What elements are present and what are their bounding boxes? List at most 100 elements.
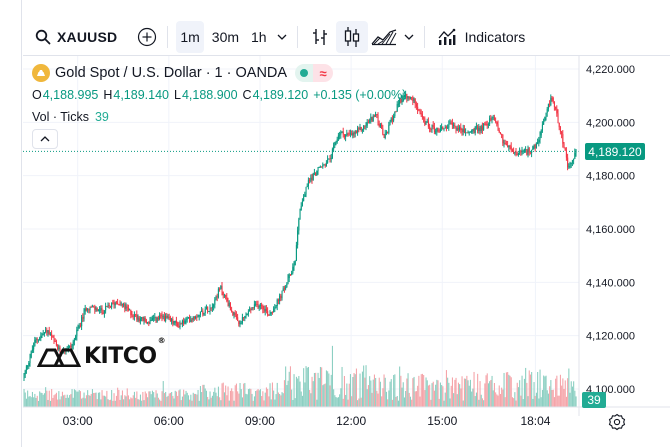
indicators-button[interactable]: Indicators — [431, 21, 532, 53]
volume-bar — [322, 385, 324, 407]
candle-body — [55, 341, 57, 346]
candle-body — [82, 317, 84, 319]
volume-bar — [251, 393, 253, 407]
timeframe-1h[interactable]: 1h — [247, 21, 271, 53]
volume-bar — [546, 390, 548, 407]
volume-bar — [87, 390, 89, 407]
timeframe-dropdown[interactable] — [273, 21, 291, 53]
candle-body — [451, 122, 453, 126]
legend-volume[interactable]: Vol · Ticks 39 — [32, 107, 411, 127]
candle-body — [185, 318, 187, 321]
candle-body — [397, 103, 399, 105]
candle-body — [375, 114, 377, 116]
volume-bar — [255, 391, 257, 407]
candle-body — [232, 311, 234, 315]
area-style-button[interactable] — [368, 21, 400, 53]
volume-bar — [397, 400, 399, 407]
candle-body — [202, 310, 204, 315]
candle-body — [504, 142, 506, 145]
volume-bar — [514, 392, 516, 407]
market-status-badges[interactable]: ≈ — [295, 64, 334, 82]
candle-body — [537, 142, 539, 144]
candle-body — [142, 317, 144, 321]
candle-body — [364, 125, 366, 127]
bar-style-button[interactable] — [304, 21, 336, 53]
candle-body — [156, 317, 158, 322]
volume-bar — [418, 375, 420, 407]
volume-bar — [167, 395, 169, 407]
chart-style-dropdown[interactable] — [400, 21, 418, 53]
candle-body — [345, 134, 347, 137]
symbol-search-button[interactable]: XAUUSD — [31, 21, 121, 53]
volume-bar — [471, 391, 473, 407]
volume-bar — [439, 382, 441, 407]
candle-body — [282, 288, 284, 291]
volume-bar — [339, 394, 341, 407]
volume-bar — [280, 395, 282, 407]
candle-body — [550, 97, 552, 105]
candle-body — [483, 123, 485, 130]
candle-body — [58, 347, 60, 350]
volume-bar — [527, 396, 529, 407]
candle-body — [474, 126, 476, 133]
candle-body — [414, 99, 416, 105]
candle-style-button[interactable] — [335, 20, 368, 53]
volume-bar — [555, 378, 557, 407]
candle-body — [538, 139, 540, 143]
volume-bar — [305, 366, 307, 407]
candle-body — [366, 122, 368, 126]
compare-symbol-button[interactable] — [133, 21, 161, 53]
candle-body — [534, 144, 536, 149]
volume-bar — [568, 368, 570, 407]
volume-bar — [271, 382, 273, 407]
price-axis[interactable]: 4,220.000 4,200.000 4,180.000 4,160.000 4,14… — [578, 56, 635, 416]
volume-bar — [141, 400, 143, 407]
volume-bar — [495, 392, 497, 407]
volume-bar — [424, 390, 426, 407]
candle-body — [87, 309, 89, 311]
candle-body — [273, 309, 275, 313]
time-axis[interactable]: 03:00 06:00 09:00 12:00 15:00 18:04 — [23, 406, 670, 428]
collapse-legend-button[interactable] — [32, 129, 58, 149]
candle-body — [231, 310, 233, 312]
volume-bar — [445, 370, 447, 407]
candle-body — [216, 296, 218, 298]
candle-body — [337, 135, 339, 140]
candle-body — [449, 122, 451, 125]
candle-body — [257, 304, 259, 308]
volume-bar — [199, 386, 201, 407]
volume-bar — [210, 397, 212, 407]
volume-bar — [70, 394, 72, 407]
candle-body — [28, 363, 30, 366]
volume-bar — [492, 390, 494, 407]
candle-body — [520, 151, 522, 153]
volume-bar — [413, 376, 415, 407]
volume-bar — [547, 393, 549, 407]
settings-icon[interactable] — [608, 413, 626, 431]
volume-bar — [72, 397, 74, 407]
candle-body — [276, 299, 278, 307]
timeframe-1m[interactable]: 1m — [176, 20, 204, 53]
candle-body — [124, 304, 126, 309]
volume-bar — [153, 392, 155, 407]
volume-bar — [69, 395, 71, 407]
price-tick-label: 4,140.000 — [586, 277, 635, 289]
grid-lines — [23, 56, 579, 407]
volume-bar — [426, 380, 428, 407]
low-label: L — [173, 88, 181, 102]
candle-body — [161, 315, 163, 318]
volume-bar — [209, 391, 211, 407]
candle-body — [52, 336, 54, 338]
candle-body — [485, 124, 487, 125]
volume-bar — [220, 400, 222, 407]
candle-body — [319, 167, 321, 168]
candle-body — [396, 104, 398, 112]
volume-bar — [407, 373, 409, 407]
price-chart[interactable]: 4,220.000 4,200.000 4,180.000 4,160.000 4,14… — [23, 56, 670, 447]
candle-body — [527, 148, 529, 155]
candle-body — [478, 127, 480, 131]
volume-bar — [460, 388, 462, 407]
timeframe-30m[interactable]: 30m — [208, 21, 243, 53]
candle-body — [355, 131, 357, 133]
candle-body — [105, 306, 107, 311]
